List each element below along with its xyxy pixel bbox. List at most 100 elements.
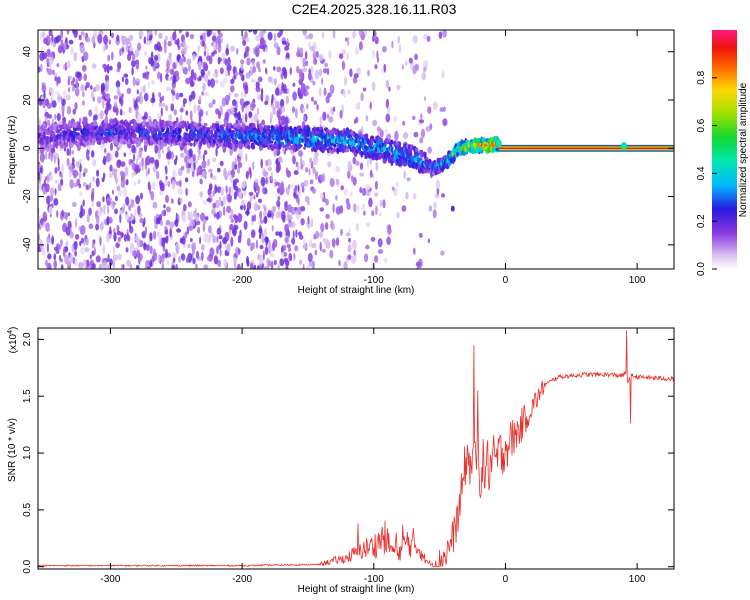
spectrogram-cell bbox=[212, 190, 216, 197]
spectrogram-cell bbox=[197, 226, 201, 234]
spectrogram-cell bbox=[83, 32, 87, 39]
spectrogram-cell bbox=[161, 148, 165, 155]
band-feature-0 bbox=[495, 139, 502, 148]
spectrogram-cell bbox=[152, 201, 158, 209]
spectrogram-cell bbox=[283, 69, 288, 80]
spectrogram-y-label: Frequency (Hz) bbox=[7, 116, 18, 185]
spectrogram-cell bbox=[270, 171, 273, 182]
spectrogram-cell bbox=[119, 213, 122, 224]
spectrogram-cell bbox=[243, 220, 248, 230]
spectrogram-cell bbox=[92, 176, 95, 182]
spectrogram-cell bbox=[200, 212, 206, 222]
spectrogram-cell bbox=[359, 162, 364, 170]
spectrogram-cell bbox=[92, 158, 97, 167]
spectrogram-cell bbox=[356, 67, 362, 75]
spectrogram-cell bbox=[314, 69, 320, 80]
spectrogram-cell bbox=[50, 147, 56, 154]
ridge-cell bbox=[230, 125, 234, 129]
spectrogram-cell bbox=[48, 206, 53, 215]
spectrogram-x-tick-label-4: 100 bbox=[629, 275, 646, 286]
spectrogram-cell bbox=[131, 144, 136, 154]
snr-panel: -300 -200 -100 0 100 0.0 0.5 1.0 1.5 2.0 Height … bbox=[7, 327, 675, 595]
spectrogram-cell bbox=[324, 222, 329, 230]
spectrogram-cell bbox=[154, 222, 158, 230]
spectrogram-cell bbox=[316, 50, 319, 59]
spectrogram-cell bbox=[245, 153, 248, 163]
spectrogram-cell bbox=[364, 253, 369, 263]
spectrogram-cell bbox=[223, 258, 228, 268]
spectrogram-cell bbox=[46, 236, 50, 244]
spectrogram-cell bbox=[97, 208, 102, 218]
spectrogram-cell bbox=[396, 211, 400, 219]
spectrogram-cell bbox=[201, 91, 204, 96]
spectrogram-cell bbox=[75, 160, 81, 168]
spectrogram-cell bbox=[165, 235, 169, 244]
spectrogram-cell bbox=[368, 197, 373, 208]
spectrogram-cell bbox=[230, 78, 235, 85]
spectrogram-cell bbox=[312, 188, 316, 194]
spectrogram-cell bbox=[158, 92, 162, 98]
spectrogram-cell bbox=[46, 58, 50, 65]
spectrogram-cell bbox=[148, 30, 153, 36]
spectrogram-cell bbox=[212, 235, 217, 244]
spectrogram-cell bbox=[253, 214, 257, 222]
spectrogram-cell bbox=[68, 165, 74, 170]
spectrogram-cell bbox=[202, 82, 206, 92]
spectrogram-cell bbox=[353, 118, 357, 125]
spectrogram-cell bbox=[406, 177, 411, 182]
spectrogram-cell bbox=[441, 193, 446, 198]
spectrogram-cell bbox=[206, 197, 212, 202]
ridge-cell bbox=[212, 123, 216, 130]
ridge-cell bbox=[181, 120, 186, 128]
spectrogram-cell bbox=[78, 183, 82, 189]
spectrogram-cell bbox=[74, 258, 78, 267]
spectrogram-cell bbox=[179, 152, 185, 158]
ridge-cell bbox=[387, 152, 391, 157]
spectrogram-cell bbox=[109, 65, 113, 71]
snr-frame bbox=[37, 327, 675, 570]
spectrogram-cell bbox=[225, 48, 229, 56]
spectrogram-cell bbox=[265, 67, 267, 74]
spectrogram-cell bbox=[111, 168, 117, 176]
spectrogram-cell bbox=[72, 108, 77, 115]
spectrogram-cell bbox=[224, 58, 228, 66]
spectrogram-cell bbox=[280, 115, 286, 125]
spectrogram-cell bbox=[321, 248, 326, 253]
spectrogram-cell bbox=[274, 181, 280, 186]
ridge-cell bbox=[241, 123, 246, 129]
spectrogram-cell bbox=[258, 227, 263, 234]
spectrogram-cell bbox=[372, 119, 378, 127]
spectrogram-cell bbox=[46, 173, 50, 183]
spectrogram-cell bbox=[293, 194, 299, 199]
spectrogram-cell bbox=[148, 57, 152, 65]
ridge-cell bbox=[398, 141, 402, 148]
spectrogram-cell bbox=[226, 66, 230, 72]
spectrogram-cell bbox=[420, 128, 426, 139]
spectrogram-cell bbox=[107, 206, 110, 215]
spectrogram-cell bbox=[382, 45, 387, 53]
spectrogram-cell bbox=[80, 204, 83, 214]
spectrogram-cell bbox=[276, 187, 280, 194]
spectrogram-cell bbox=[179, 197, 183, 203]
spectrogram-cell bbox=[97, 33, 103, 44]
spectrogram-cell bbox=[113, 232, 117, 242]
spectrogram-cell bbox=[71, 150, 75, 155]
snr-x-tick-label-3: 0 bbox=[503, 574, 509, 585]
spectrogram-cell bbox=[72, 201, 77, 208]
spectrogram-cell bbox=[55, 35, 59, 44]
spectrogram-cell bbox=[163, 204, 166, 209]
spectrogram-cell bbox=[371, 81, 376, 92]
spectrogram-cell bbox=[376, 56, 380, 64]
spectrogram-cell bbox=[211, 208, 216, 216]
spectrogram-cell bbox=[264, 47, 269, 53]
spectrogram-cell bbox=[79, 191, 83, 196]
spectrogram-cell bbox=[128, 106, 132, 114]
spectrogram-cell bbox=[284, 237, 289, 243]
spectrogram-cell bbox=[265, 159, 269, 167]
spectrogram-cell bbox=[138, 30, 144, 37]
spectrogram-cell bbox=[359, 172, 364, 177]
ridge-cell bbox=[367, 138, 371, 145]
spectrogram-cell bbox=[369, 169, 373, 178]
spectrogram-cell bbox=[81, 100, 86, 106]
spectrogram-cell bbox=[277, 196, 281, 201]
